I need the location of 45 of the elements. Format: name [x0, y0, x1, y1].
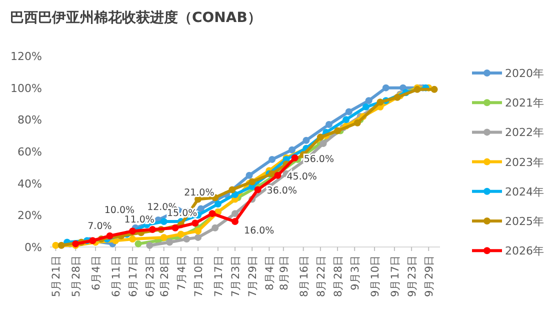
legend-label: 2024年	[505, 185, 544, 198]
x-tick-label: 7月4日	[176, 255, 188, 290]
legend-label: 2025年	[505, 215, 544, 228]
data-label: 56.0%	[304, 154, 334, 165]
x-tick-label: 5月28日	[70, 255, 83, 298]
data-label: 11.0%	[124, 214, 154, 226]
y-tick-label: 120%	[10, 50, 42, 63]
x-tick-label: 9月29日	[424, 255, 436, 298]
chart-title: 巴西巴伊亚州棉花收获进度（CONAB）	[10, 9, 262, 26]
x-tick-label: 6月17日	[128, 255, 140, 298]
x-tick-label: 6月28日	[158, 255, 171, 298]
legend-label: 2021年	[505, 96, 544, 110]
x-tick-label: 7月23日	[230, 255, 242, 298]
y-tick-label: 80%	[18, 114, 42, 127]
x-tick-label: 6月11日	[110, 255, 122, 298]
y-tick-label: 0%	[24, 241, 42, 254]
x-tick-label: 9月10日	[370, 255, 382, 298]
legend-label: 2026年	[505, 244, 544, 258]
legend-label: 2020年	[505, 67, 544, 80]
x-tick-label: 6月4日	[90, 255, 103, 290]
legend-label: 2022年	[505, 126, 544, 140]
x-tick-label: 9月17日	[389, 255, 402, 298]
y-tick-label: 100%	[10, 82, 42, 95]
x-tick-label: 8月4日	[264, 255, 276, 290]
data-label: 7.0%	[88, 220, 112, 232]
x-tick-label: 6月23日	[144, 255, 157, 298]
x-tick-label: 8月22日	[315, 255, 328, 298]
data-label: 10.0%	[104, 205, 135, 216]
x-tick-label: 7月17日	[212, 255, 225, 298]
x-tick-label: 8月16日	[298, 255, 310, 298]
data-label: 21.0%	[184, 188, 214, 199]
data-label: 45.0%	[286, 171, 317, 182]
legend-label: 2023年	[505, 156, 544, 169]
x-tick-label: 8月28日	[332, 255, 345, 298]
y-tick-label: 60%	[18, 146, 42, 158]
y-tick-label: 40%	[18, 177, 42, 190]
data-label: 16.0%	[244, 226, 274, 237]
x-tick-label: 8月9日	[278, 255, 290, 290]
x-tick-label: 9月23日	[406, 255, 419, 298]
data-label: 36.0%	[266, 186, 297, 197]
x-tick-label: 7月29日	[247, 255, 260, 298]
x-tick-label: 5月21日	[50, 255, 63, 298]
y-tick-label: 20%	[18, 209, 42, 222]
x-tick-label: 9月3日	[350, 255, 362, 290]
x-tick-label: 7月10日	[193, 255, 206, 298]
